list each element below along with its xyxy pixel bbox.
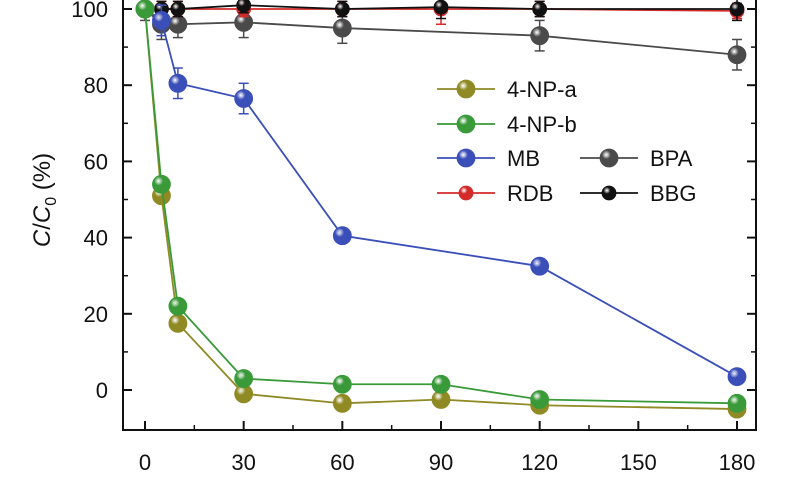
data-point (152, 174, 171, 194)
legend: 4-NP-a 4-NP-b MB BPA RDB BBG (437, 77, 696, 206)
data-point (135, 0, 155, 19)
legend-marker (599, 148, 619, 168)
data-point (727, 45, 747, 65)
y-label-c: C (29, 229, 56, 247)
x-tick-label: 90 (429, 450, 453, 475)
x-tick-label: 180 (719, 450, 756, 475)
legend-marker (456, 148, 476, 168)
legend-item-BPA: BPA (580, 146, 693, 171)
legend-item-MB: MB (437, 146, 540, 171)
series-4-NP-a (135, 0, 747, 419)
legend-item-4-NP-a: 4-NP-a (437, 77, 577, 102)
data-point (332, 18, 352, 38)
legend-item-RDB: RDB (437, 181, 553, 206)
legend-label: 4-NP-b (507, 112, 577, 137)
legend-item-BBG: BBG (580, 181, 696, 206)
legend-label: BBG (650, 181, 696, 206)
y-tick-label: 60 (84, 149, 108, 174)
x-tick-label: 0 (139, 450, 151, 475)
data-point (168, 296, 188, 316)
data-point (530, 26, 550, 46)
series-line (144, 8, 738, 410)
data-point (729, 1, 745, 17)
data-point (332, 393, 352, 413)
data-point (530, 256, 550, 276)
legend-marker (456, 79, 476, 99)
x-tick-label: 150 (620, 450, 657, 475)
data-point (234, 89, 254, 108)
y-label-c0: C (29, 205, 56, 223)
data-point (234, 369, 254, 388)
data-point (530, 390, 550, 409)
data-point (236, 0, 252, 13)
legend-label: RDB (507, 181, 553, 206)
y-tick-label: 100 (71, 0, 108, 22)
legend-label: BPA (650, 146, 693, 171)
legend-marker (601, 185, 617, 201)
data-point (727, 393, 747, 413)
data-point (170, 1, 186, 17)
data-point (332, 374, 352, 394)
y-axis-label: C/C0 (%) (29, 153, 60, 247)
series-4-NP-b (135, 0, 747, 413)
x-tick-label: 30 (231, 450, 255, 475)
y-tick-label: 80 (84, 73, 108, 98)
y-label-slash: / (29, 223, 56, 230)
legend-item-4-NP-b: 4-NP-b (437, 112, 577, 137)
legend-marker (456, 114, 476, 134)
legend-label: MB (507, 146, 540, 171)
data-point (168, 73, 188, 93)
data-point (168, 14, 188, 34)
x-tick-label: 60 (330, 450, 354, 475)
x-tick-label: 120 (521, 450, 558, 475)
y-tick-label: 20 (84, 302, 108, 327)
data-point (168, 313, 188, 333)
data-point (532, 1, 548, 17)
data-point (332, 226, 352, 246)
plot-frame: 0 30 60 90 120 150 180 0 20 40 60 80 100 (71, 0, 757, 475)
data-point (431, 374, 451, 394)
y-axis-title: C/C0 (%) (29, 153, 60, 247)
data-point (152, 11, 171, 30)
legend-label: 4-NP-a (507, 77, 577, 102)
series-MB (135, 0, 747, 387)
series-line (144, 8, 738, 405)
y-tick-label: 0 (96, 378, 108, 403)
data-point (433, 0, 449, 15)
y-label-subscript: 0 (43, 197, 60, 206)
y-label-unit: (%) (29, 153, 56, 197)
legend-marker (458, 185, 474, 201)
y-tick-label: 40 (84, 226, 108, 251)
plot-border (122, 0, 757, 431)
data-point (727, 367, 747, 387)
series-layer (135, 0, 747, 419)
data-point (334, 1, 350, 17)
